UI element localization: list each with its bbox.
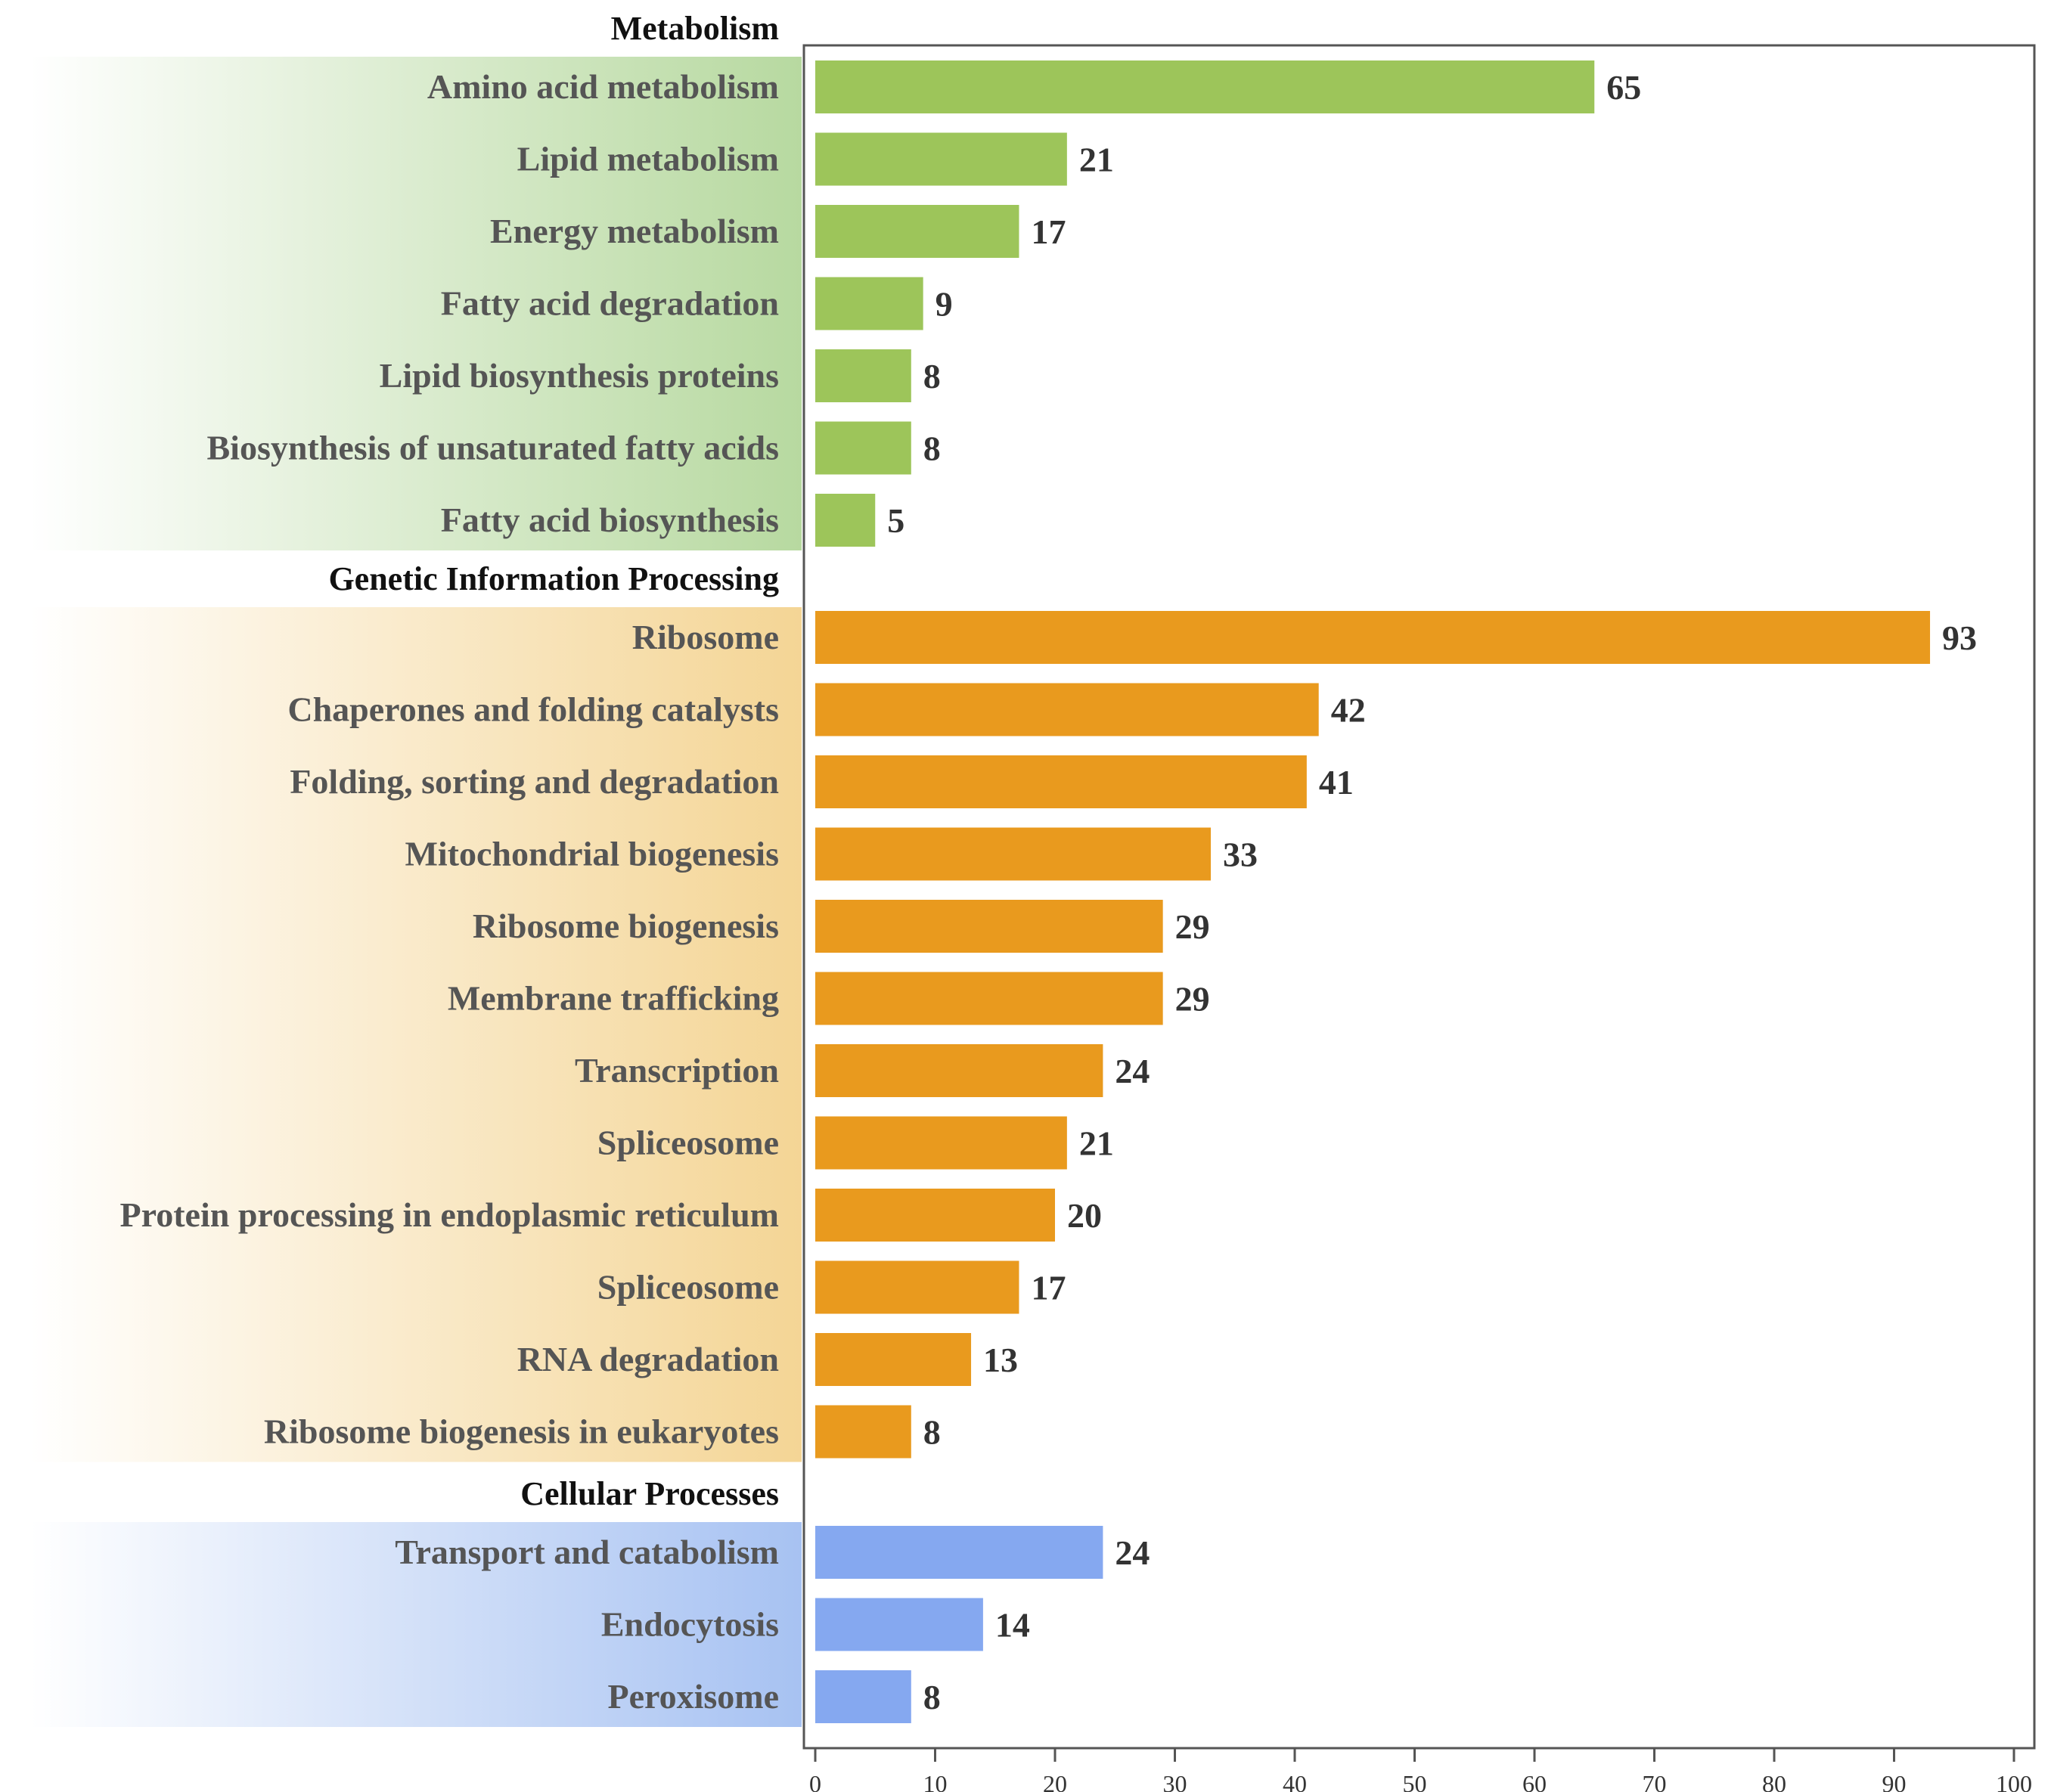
bars	[815, 60, 1931, 1723]
category-labels: Amino acid metabolism Lipid metabolism Ene…	[120, 67, 779, 1716]
category-label: Peroxisome	[607, 1677, 779, 1716]
category-label: Lipid metabolism	[517, 140, 779, 178]
value-label: 14	[995, 1606, 1030, 1645]
value-label: 24	[1115, 1533, 1150, 1572]
bar-metabolism-3	[815, 205, 1019, 258]
category-label: Ribosome	[632, 618, 779, 656]
value-label: 42	[1331, 691, 1366, 730]
value-label: 21	[1079, 1124, 1114, 1163]
category-label: Amino acid metabolism	[427, 67, 779, 106]
group-title-genetic-information-processing: Genetic Information Processing	[328, 560, 779, 597]
bar-genetic-information-processing-7	[815, 1044, 1103, 1097]
value-label: 9	[936, 285, 953, 324]
band-cellular-processes	[30, 1522, 802, 1727]
bar-cellular-processes-2	[815, 1598, 983, 1651]
bar-genetic-information-processing-5	[815, 900, 1163, 953]
x-axis: 0 10 20 30 40 50 60 70 80 90 100	[809, 1748, 2032, 1792]
value-label: 8	[923, 357, 941, 395]
category-label: Biosynthesis of unsaturated fatty acids	[206, 429, 779, 467]
x-tick-label: 60	[1522, 1770, 1547, 1792]
value-label: 29	[1175, 907, 1210, 946]
x-tick-label: 0	[809, 1770, 821, 1792]
value-label: 8	[923, 1678, 941, 1716]
value-label: 17	[1031, 212, 1066, 251]
category-label: RNA degradation	[517, 1340, 779, 1378]
bar-genetic-information-processing-10	[815, 1260, 1019, 1314]
x-tick-label: 70	[1643, 1770, 1667, 1792]
category-label: Ribosome biogenesis	[473, 907, 779, 945]
x-tick-label: 40	[1283, 1770, 1307, 1792]
x-tick-label: 80	[1762, 1770, 1786, 1792]
band-metabolism	[30, 57, 802, 550]
bar-metabolism-2	[815, 132, 1067, 186]
bar-genetic-information-processing-2	[815, 683, 1319, 736]
x-tick-label: 20	[1043, 1770, 1067, 1792]
category-label: Endocytosis	[601, 1605, 779, 1644]
bar-genetic-information-processing-1	[815, 611, 1931, 664]
x-tick-label: 100	[1996, 1770, 2032, 1792]
value-label: 5	[887, 501, 904, 540]
value-label: 41	[1319, 763, 1354, 801]
x-tick-label: 30	[1163, 1770, 1187, 1792]
bar-genetic-information-processing-3	[815, 755, 1307, 808]
value-label: 33	[1223, 836, 1258, 874]
category-label: Fatty acid degradation	[441, 284, 779, 323]
bar-genetic-information-processing-11	[815, 1333, 972, 1386]
group-titles: Metabolism Genetic Information Processing…	[328, 10, 779, 1512]
value-label: 21	[1079, 141, 1114, 179]
x-tick-label: 90	[1882, 1770, 1907, 1792]
bar-cellular-processes-1	[815, 1526, 1103, 1579]
category-label: Lipid biosynthesis proteins	[380, 356, 779, 395]
value-label: 8	[923, 429, 941, 468]
bar-metabolism-6	[815, 421, 911, 475]
group-bands	[30, 57, 802, 1727]
value-label: 93	[1942, 619, 1977, 657]
bar-genetic-information-processing-4	[815, 827, 1212, 881]
bar-metabolism-5	[815, 349, 911, 402]
value-label: 8	[923, 1413, 941, 1452]
plot-frame	[802, 44, 2036, 1750]
category-label: Membrane trafficking	[448, 979, 779, 1018]
category-label: Spliceosome	[597, 1268, 779, 1307]
category-label: Mitochondrial biogenesis	[405, 835, 779, 873]
category-label: Fatty acid biosynthesis	[441, 501, 779, 539]
bar-cellular-processes-3	[815, 1670, 911, 1723]
bar-metabolism-1	[815, 60, 1595, 113]
value-label: 65	[1606, 68, 1641, 107]
category-label: Transcription	[575, 1051, 779, 1090]
value-label: 29	[1175, 980, 1210, 1018]
value-label: 20	[1067, 1196, 1102, 1235]
category-label: Transport and catabolism	[395, 1533, 779, 1571]
category-label: Energy metabolism	[490, 212, 779, 250]
bar-metabolism-7	[815, 494, 876, 547]
x-tick-label: 10	[923, 1770, 948, 1792]
bar-metabolism-4	[815, 277, 923, 330]
bar-genetic-information-processing-8	[815, 1116, 1067, 1170]
value-label: 17	[1031, 1269, 1066, 1307]
value-label: 13	[983, 1341, 1018, 1379]
x-tick-label: 50	[1403, 1770, 1427, 1792]
group-title-metabolism: Metabolism	[611, 10, 779, 47]
category-label: Folding, sorting and degradation	[290, 762, 779, 801]
category-label: Spliceosome	[597, 1124, 779, 1162]
band-genetic-information-processing	[30, 607, 802, 1462]
bar-genetic-information-processing-9	[815, 1189, 1055, 1242]
category-label: Ribosome biogenesis in eukaryotes	[264, 1412, 779, 1451]
bar-genetic-information-processing-12	[815, 1405, 911, 1459]
category-label: Chaperones and folding catalysts	[287, 690, 779, 729]
value-label: 24	[1115, 1052, 1150, 1090]
group-title-cellular-processes: Cellular Processes	[520, 1475, 779, 1512]
bar-genetic-information-processing-6	[815, 972, 1163, 1025]
category-label: Protein processing in endoplasmic reticu…	[120, 1195, 779, 1234]
